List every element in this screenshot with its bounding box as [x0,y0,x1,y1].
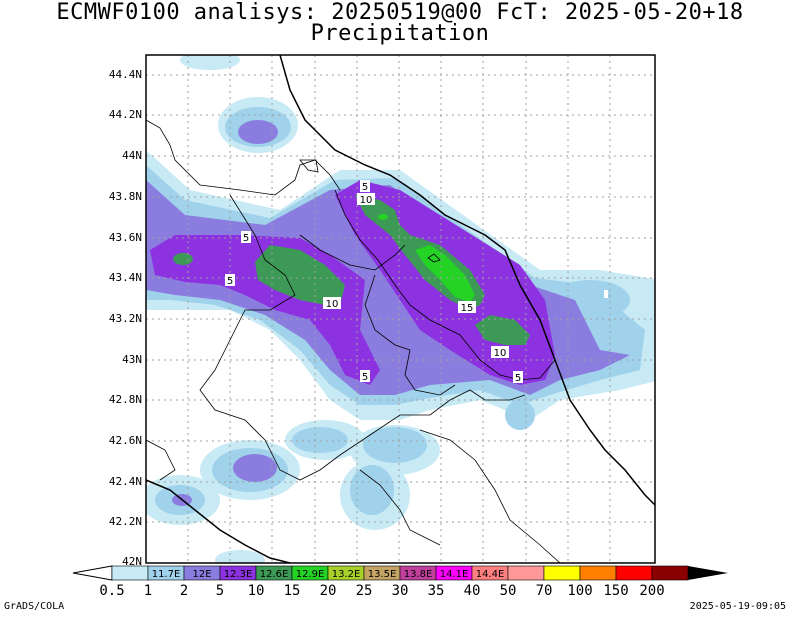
contour-label: 5 [362,372,368,383]
colorbar-box [615,565,653,581]
colorbar: 11.7E 12E 12.3E 12.6E 12.9E 13.2E 13.5E 13.8E 14… [72,565,728,581]
colorbar-box-label: 12E [192,569,211,580]
colorbar-value: 35 [427,583,445,599]
colorbar-low-arrow [72,565,113,581]
contour-label: 10 [494,348,507,359]
colorbar-value: 20 [319,583,337,599]
footer-credit: GrADS/COLA [4,601,65,612]
lat-label: 42.4N [108,475,142,488]
contour-labels: 5 10 5 5 10 5 15 10 5 [225,180,523,384]
contour-label: 5 [362,182,368,193]
lat-label: 44.4N [108,68,142,81]
colorbar-box [543,565,581,581]
colorbar-value: 100 [567,583,593,599]
contour-label: 10 [360,195,373,206]
colorbar-value: 150 [603,583,629,599]
colorbar-value: 50 [499,583,517,599]
colorbar-box [111,565,149,581]
colorbar-box [651,565,689,581]
precipitation-fields [146,55,655,563]
colorbar-value: 40 [463,583,481,599]
footer-timestamp: 2025-05-19-09:05 [689,601,786,612]
contour-label: 5 [243,233,249,244]
contour-label: 5 [227,276,233,287]
lat-label: 43.2N [108,312,142,325]
colorbar-box [579,565,617,581]
colorbar-value: 200 [639,583,665,599]
colorbar-value: 25 [355,583,373,599]
colorbar-box-label: 12.9E [296,569,325,580]
lat-label: 42.8N [108,393,142,406]
lat-label: 43N [122,353,142,366]
map-subtitle: Precipitation [310,21,490,46]
colorbar-box-label: 13.2E [332,569,361,580]
contour-label: 5 [515,373,521,384]
colorbar-value: 5 [215,583,225,599]
colorbar-boxes: 11.7E 12E 12.3E 12.6E 12.9E 13.2E 13.5E 13.8E 14… [111,565,689,581]
map-title: ECMWF0100 analisys: 20250519@00 FcT: 202… [56,0,744,25]
colorbar-value: 30 [391,583,409,599]
colorbar-value: 15 [283,583,301,599]
colorbar-value: 1 [143,583,153,599]
colorbar-box-label: 14.4E [476,569,505,580]
colorbar-box-label: 11.7E [152,569,181,580]
colorbar-box [507,565,545,581]
colorbar-value: 10 [247,583,265,599]
colorbar-value: 70 [535,583,553,599]
coastlines-borders [146,55,655,563]
lat-label: 42N [122,555,142,568]
lat-label: 43.4N [108,271,142,284]
map-frame [145,54,656,564]
lat-label: 44N [122,149,142,162]
colorbar-box-label: 13.5E [368,569,397,580]
colorbar-box-label: 14.1E [440,569,469,580]
colorbar-box-label: 12.3E [224,569,253,580]
lat-label: 42.2N [108,515,142,528]
contour-label: 15 [461,303,474,314]
colorbar-value: 2 [179,583,189,599]
lat-label: 43.8N [108,190,142,203]
colorbar-high-arrow [688,566,728,580]
lat-label: 44.2N [108,108,142,121]
contour-label: 10 [326,299,339,310]
colorbar-box-label: 12.6E [260,569,289,580]
colorbar-value: 0.5 [99,583,125,599]
colorbar-box-label: 13.8E [404,569,433,580]
lat-label: 43.6N [108,231,142,244]
lat-label: 42.6N [108,434,142,447]
